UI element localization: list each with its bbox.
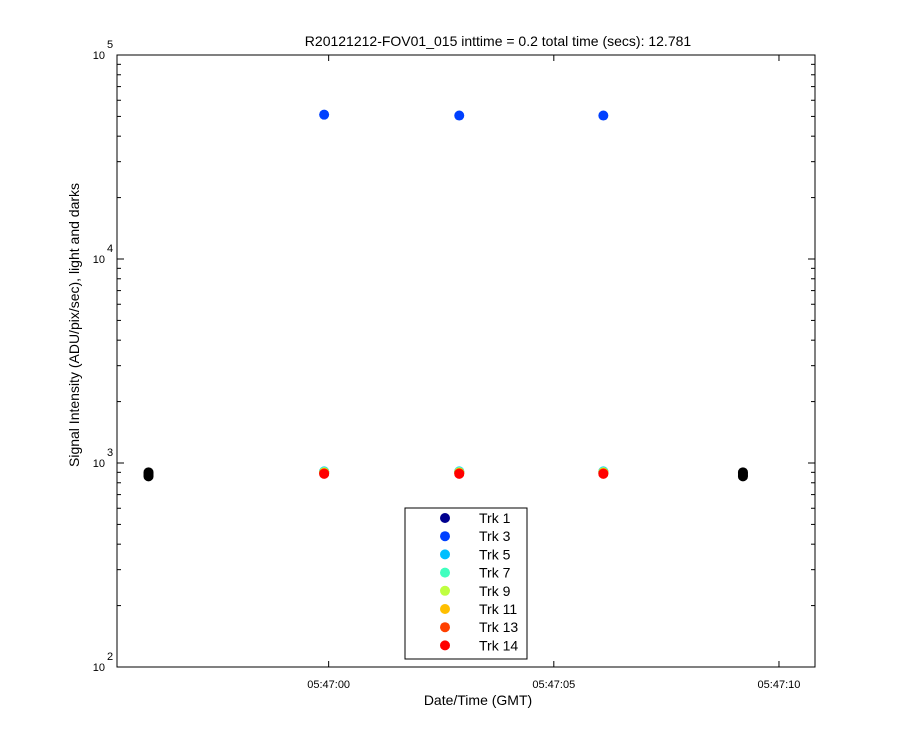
legend-label: Trk 9 <box>479 583 511 599</box>
legend-label: Trk 7 <box>479 565 511 581</box>
legend-label: Trk 14 <box>479 637 518 653</box>
legend-marker <box>440 604 450 614</box>
y-tick-label-exponent: 3 <box>107 447 113 459</box>
data-point <box>454 110 465 121</box>
data-point <box>319 468 330 479</box>
dark-data-point <box>143 471 154 482</box>
data-point <box>598 110 609 121</box>
legend-marker <box>440 622 450 633</box>
legend-marker <box>440 513 450 523</box>
chart-title: R20121212-FOV01_015 inttime = 0.2 total … <box>305 33 692 49</box>
dark-data-point <box>737 471 748 482</box>
data-point <box>454 468 465 479</box>
data-point <box>319 109 330 120</box>
legend-box <box>404 507 528 660</box>
legend-label: Trk 11 <box>479 601 517 617</box>
legend-label: Trk 1 <box>479 510 511 526</box>
plot-area-frame <box>116 54 816 668</box>
data-point <box>598 468 609 479</box>
x-tick-label: 05:47:10 <box>758 679 801 691</box>
y-tick-label-base: 10 <box>93 662 105 674</box>
x-tick-label: 05:47:00 <box>307 679 350 691</box>
legend-label: Trk 5 <box>479 546 511 562</box>
legend-marker <box>440 567 450 578</box>
legend-label: Trk 13 <box>479 619 518 635</box>
legend-marker <box>440 531 450 542</box>
legend-marker <box>440 549 450 560</box>
y-tick-label-base: 10 <box>93 50 105 62</box>
legend: Trk 1 Trk 3 Trk 5 Trk 7 Trk 9 Trk 11 Trk 13 Trk… <box>404 507 528 660</box>
y-tick-label-exponent: 5 <box>107 39 113 51</box>
legend-marker <box>440 585 450 596</box>
y-tick-label-exponent: 4 <box>107 243 113 255</box>
legend-label: Trk 3 <box>479 528 511 544</box>
x-axis-label: Date/Time (GMT) <box>424 692 532 708</box>
y-tick-label-exponent: 2 <box>107 651 113 663</box>
y-axis-label: Signal Intensity (ADU/pix/sec), light an… <box>66 183 82 467</box>
x-tick-label: 05:47:05 <box>532 679 575 691</box>
data-layer <box>143 109 748 482</box>
legend-marker <box>440 640 450 651</box>
y-tick-label-base: 10 <box>93 254 105 266</box>
y-tick-label-base: 10 <box>93 458 105 470</box>
